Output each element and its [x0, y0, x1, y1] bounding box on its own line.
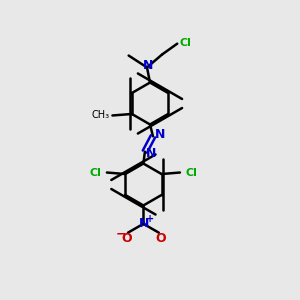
Text: O: O: [121, 232, 132, 244]
Text: +: +: [146, 214, 154, 224]
Text: N: N: [143, 59, 154, 72]
Text: O: O: [155, 232, 166, 244]
Text: −: −: [115, 228, 126, 241]
Text: Cl: Cl: [185, 167, 197, 178]
Text: N: N: [146, 147, 157, 160]
Text: Cl: Cl: [90, 167, 101, 178]
Text: N: N: [139, 217, 149, 230]
Text: CH₃: CH₃: [92, 110, 110, 121]
Text: Cl: Cl: [179, 38, 191, 48]
Text: N: N: [154, 128, 165, 141]
